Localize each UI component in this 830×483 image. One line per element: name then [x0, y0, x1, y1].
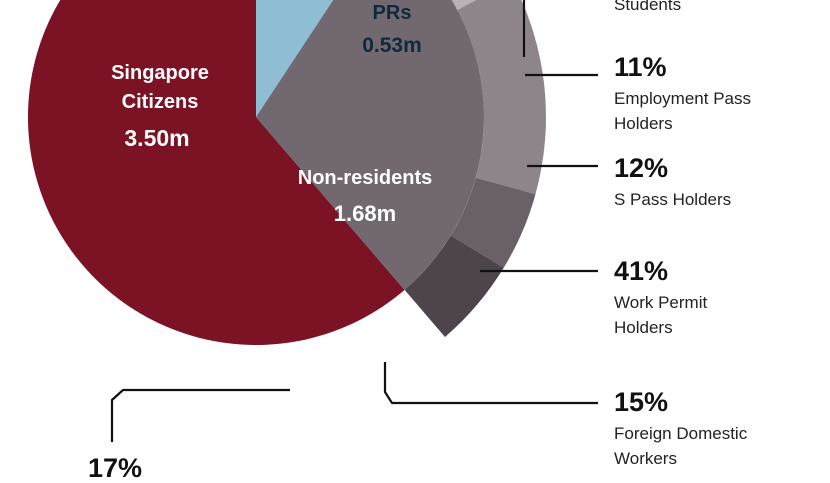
- citizens-slice: [28, 0, 405, 345]
- ep-pct: 11%: [614, 52, 667, 82]
- fdw-leader: [383, 362, 598, 405]
- ep-label-line2: Holders: [614, 114, 673, 133]
- population-pie-chart: Singapore Citizens 3.50m PRs 0.53m Non-r…: [28, 0, 598, 442]
- non-residents-value-label: 1.68m: [334, 201, 396, 226]
- leader-lines: [110, 0, 598, 442]
- prs-value-label: 0.53m: [362, 34, 422, 57]
- wp-pct: 41%: [614, 256, 669, 286]
- non-residents-slice: [256, 0, 484, 290]
- fdw-pct: 15%: [614, 387, 669, 417]
- citizens-value-label: 3.50m: [124, 125, 189, 151]
- non-residents-label: Non-residents: [298, 167, 432, 189]
- wp-label-line2: Holders: [614, 318, 673, 337]
- students-label: Students: [614, 0, 682, 14]
- dependants-ring-segment: [404, 235, 504, 337]
- main-pie: [28, 0, 484, 345]
- ep-label: Employment Pass Holders: [614, 86, 804, 136]
- fdw-label-line2: Workers: [614, 449, 677, 468]
- dependants-leader: [110, 388, 290, 442]
- citizens-label-line1: Singapore: [111, 62, 209, 84]
- citizens-label-line2: Citizens: [122, 91, 199, 113]
- spass-label: S Pass Holders: [614, 190, 732, 209]
- fdw-label-line1: Foreign Domestic: [614, 424, 748, 443]
- prs-label: PRs: [373, 2, 412, 24]
- dependants-pct: 17%: [88, 453, 143, 483]
- wp-label: Work Permit Holders: [614, 290, 804, 340]
- fdw-ring-segment: [450, 177, 536, 268]
- ep-label-line1: Employment Pass: [614, 89, 751, 108]
- wp-label-line1: Work Permit: [614, 293, 708, 312]
- spass-pct: 12%: [614, 153, 669, 183]
- spass-ring-segment: [451, 0, 477, 10]
- fdw-label: Foreign Domestic Workers: [614, 421, 804, 471]
